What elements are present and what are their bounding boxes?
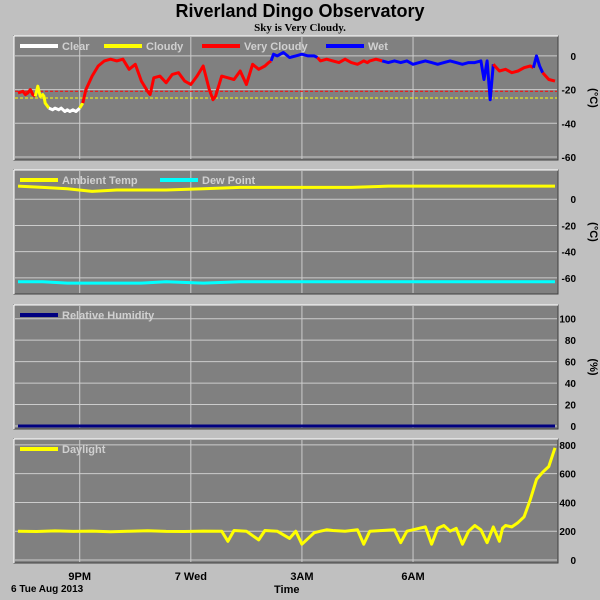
y-tick-label: 0 xyxy=(570,52,576,63)
legend-label: Daylight xyxy=(62,444,106,456)
panel-daylight xyxy=(13,438,559,564)
legend-label: Ambient Temp xyxy=(62,175,138,187)
y-tick-label: 0 xyxy=(570,195,576,206)
y-tick-label: 60 xyxy=(565,358,577,369)
series-line-sky xyxy=(48,106,81,113)
x-tick-label: 6AM xyxy=(401,571,424,583)
x-axis-label: Time xyxy=(274,584,300,596)
y-axis-label: (°C) xyxy=(587,222,599,242)
series-line-temperature xyxy=(17,184,555,193)
y-axis-label: (°C) xyxy=(587,88,599,108)
legend-label: Wet xyxy=(368,41,388,53)
y-tick-label: 80 xyxy=(565,336,577,347)
panel-humidity xyxy=(13,304,559,430)
legend-label: Clear xyxy=(62,41,90,53)
series-line-daylight xyxy=(17,447,557,546)
series-line-sky xyxy=(33,84,51,109)
y-tick-label: 800 xyxy=(559,441,576,452)
y-tick-label: -60 xyxy=(562,153,577,164)
series-line-sky xyxy=(269,51,319,62)
y-tick-label: 200 xyxy=(559,527,576,538)
y-tick-label: 100 xyxy=(559,315,576,326)
series-line-sky xyxy=(81,57,272,104)
legend-label: Relative Humidity xyxy=(62,310,155,322)
series-line-temperature xyxy=(18,280,555,285)
series-line-sky xyxy=(17,88,37,98)
y-tick-label: 0 xyxy=(570,556,576,567)
series-line-sky xyxy=(381,59,495,102)
y-tick-label: -60 xyxy=(562,274,577,285)
legend-label: Cloudy xyxy=(146,41,184,53)
series-line-sky xyxy=(531,54,545,74)
y-tick-label: -40 xyxy=(562,248,577,259)
legend-label: Dew Point xyxy=(202,175,256,187)
y-tick-label: 600 xyxy=(559,470,576,481)
series-line-sky xyxy=(316,56,383,66)
series-line-sky xyxy=(492,63,535,75)
y-axis-label: (%) xyxy=(587,358,599,375)
y-tick-label: 400 xyxy=(559,498,576,509)
y-tick-label: -40 xyxy=(562,119,577,130)
x-tick-label: 9PM xyxy=(68,571,91,583)
sky-status-subtitle: Sky is Very Cloudy. xyxy=(254,22,346,34)
series-line-sky xyxy=(541,71,556,83)
y-tick-label: 20 xyxy=(565,401,577,412)
x-tick-label: 3AM xyxy=(290,571,313,583)
x-tick-label: 7 Wed xyxy=(175,571,207,583)
y-tick-label: -20 xyxy=(562,221,577,232)
series-line-sky xyxy=(78,102,85,109)
legend-label: Very Cloudy xyxy=(244,41,308,53)
y-tick-label: 40 xyxy=(565,379,577,390)
page-title: Riverland Dingo Observatory xyxy=(175,1,425,21)
y-tick-label: 0 xyxy=(570,422,576,433)
date-label: 6 Tue Aug 2013 xyxy=(11,584,84,595)
y-tick-label: -20 xyxy=(562,86,577,97)
